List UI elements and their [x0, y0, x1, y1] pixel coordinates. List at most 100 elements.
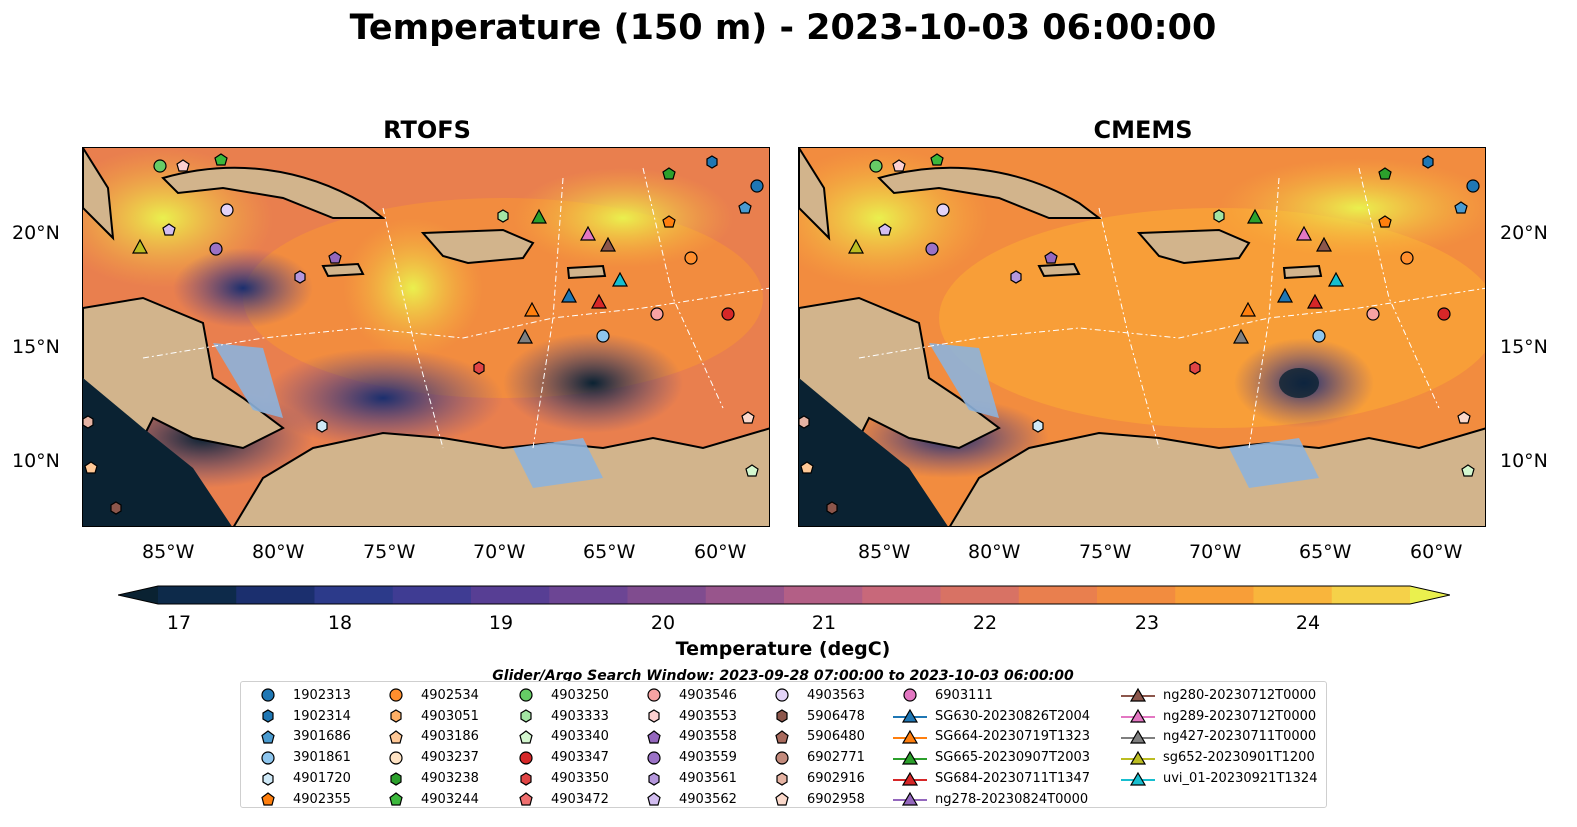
legend-column: ng280-20230712T0000 ng289-20230712T0000 ng…: [1121, 685, 1317, 789]
legend-item-label: 1902313: [293, 687, 351, 703]
hexagon-marker-icon: [390, 709, 402, 723]
legend-item-label: 4903558: [679, 729, 737, 745]
legend-item: 4903562: [637, 789, 737, 810]
legend-item-label: sg652-20230901T1200: [1163, 750, 1315, 766]
search-window-text: Glider/Argo Search Window: 2023-09-28 07…: [492, 668, 1074, 684]
legend-item-label: 4901720: [293, 771, 351, 787]
lat-label-10n-right: 10°N: [1500, 450, 1548, 472]
colorbar-segment: [940, 586, 1020, 604]
colorbar-segment: [1331, 586, 1411, 604]
colorbar-tick: 17: [166, 612, 192, 634]
legend-item-label: SG684-20230711T1347: [935, 771, 1091, 787]
circle-marker-icon: [775, 688, 789, 702]
colorbar-tick: 20: [650, 612, 676, 634]
pentagon-marker-icon: [519, 792, 533, 806]
legend-item: 4903250: [509, 685, 609, 706]
legend-item: 4903472: [509, 789, 609, 810]
hexagon-marker-icon: [390, 771, 402, 786]
legend-item: 4902355: [251, 789, 351, 810]
legend-item-label: 6902771: [807, 750, 865, 766]
legend-item-label: 5906478: [807, 708, 865, 724]
legend-item: ng289-20230712T0000: [1121, 706, 1317, 727]
legend-item-label: ng427-20230711T0000: [1163, 729, 1317, 745]
colorbar-segment: [862, 586, 941, 604]
lon-label-65w: 65°W: [1299, 541, 1352, 563]
legend-item-label: 1902314: [293, 708, 351, 724]
legend-item: ng427-20230711T0000: [1121, 727, 1317, 748]
legend-item-label: 4903562: [679, 791, 737, 807]
cmems-map: [798, 147, 1486, 527]
triangle-marker-icon: [893, 771, 927, 786]
legend-item-label: 4903553: [679, 708, 737, 724]
triangle-marker-icon: [1121, 771, 1155, 786]
lat-label-15n-right: 15°N: [1500, 336, 1548, 358]
legend-item-label: 4903186: [421, 729, 479, 745]
pentagon-marker-icon: [647, 792, 661, 806]
legend-item-label: 4902355: [293, 791, 351, 807]
legend-item: 4903333: [509, 706, 609, 727]
colorbar-segment: [1018, 586, 1098, 604]
lon-label-80w: 80°W: [252, 541, 305, 563]
colorbar-segment: [314, 586, 394, 604]
triangle-marker-icon: [1121, 729, 1155, 744]
hexagon-marker-icon: [776, 709, 788, 723]
colorbar-extend-high: [1410, 586, 1450, 604]
colorbar-tick: 19: [488, 612, 514, 634]
legend-column: 6903111 SG630-20230826T2004 SG664-20230719…: [893, 685, 1090, 810]
lon-label-70w: 70°W: [1189, 541, 1242, 563]
circle-marker-icon: [647, 751, 661, 765]
legend-item-label: SG630-20230826T2004: [935, 708, 1091, 724]
legend-item-label: ng289-20230712T0000: [1163, 708, 1317, 724]
legend-column: 4902534 4903051 4903186 4903237 4903238 49032…: [379, 685, 479, 810]
pentagon-marker-icon: [775, 730, 789, 744]
legend-item-label: 3901861: [293, 750, 351, 766]
colorbar-segment: [236, 586, 315, 604]
legend-item-label: 4903347: [551, 750, 609, 766]
legend-item-label: ng278-20230824T0000: [935, 791, 1089, 807]
circle-marker-icon: [775, 751, 789, 765]
legend-item-label: ng280-20230712T0000: [1163, 687, 1317, 703]
legend-item-label: 4903051: [421, 708, 479, 724]
legend-item: 4903558: [637, 727, 737, 748]
hexagon-marker-icon: [520, 771, 532, 786]
pentagon-marker-icon: [519, 730, 533, 744]
legend-item: ng280-20230712T0000: [1121, 685, 1317, 706]
legend-item-label: 4902534: [421, 687, 479, 703]
legend-item-label: 4903350: [551, 771, 609, 787]
pentagon-marker-icon: [389, 730, 403, 744]
legend-item: 6902771: [765, 747, 865, 768]
legend-item: 6903111: [893, 685, 1090, 706]
lon-label-65w: 65°W: [583, 541, 636, 563]
legend-item: 4901720: [251, 768, 351, 789]
triangle-marker-icon: [1121, 750, 1155, 765]
legend-item: 4903340: [509, 727, 609, 748]
legend-item: uvi_01-20230921T1324: [1121, 768, 1317, 789]
circle-marker-icon: [903, 688, 917, 702]
legend-item: 4903347: [509, 747, 609, 768]
triangle-marker-icon: [893, 729, 927, 744]
legend: 1902313 1902314 3901686 3901861 4901720 49023…: [240, 681, 1327, 808]
triangle-marker-icon: [893, 792, 927, 806]
colorbar-tick: 24: [1295, 612, 1321, 634]
cmems-panel-title: CMEMS: [1093, 116, 1193, 144]
legend-item-label: SG665-20230907T2003: [935, 750, 1091, 766]
colorbar-extend-low: [118, 586, 158, 604]
triangle-marker-icon: [893, 708, 927, 723]
legend-item-label: 6902958: [807, 791, 865, 807]
colorbar-segment: [627, 586, 707, 604]
legend-item: 4903546: [637, 685, 737, 706]
lat-label-20n-left: 20°N: [12, 222, 60, 244]
lon-label-75w: 75°W: [1079, 541, 1132, 563]
legend-item-label: 4903472: [551, 791, 609, 807]
lon-label-85w: 85°W: [142, 541, 195, 563]
legend-column: 1902313 1902314 3901686 3901861 4901720 49023…: [251, 685, 351, 810]
lat-label-20n-right: 20°N: [1500, 222, 1548, 244]
colorbar-ticks: 17 18 19 20 21 22 23 24: [0, 612, 1577, 636]
lon-label-60w: 60°W: [1410, 541, 1463, 563]
legend-item-label: 4903250: [551, 687, 609, 703]
legend-item: 4903563: [765, 685, 865, 706]
legend-item-label: 4903561: [679, 771, 737, 787]
legend-item: 6902958: [765, 789, 865, 810]
triangle-marker-icon: [1121, 688, 1155, 702]
legend-item-label: 4903340: [551, 729, 609, 745]
